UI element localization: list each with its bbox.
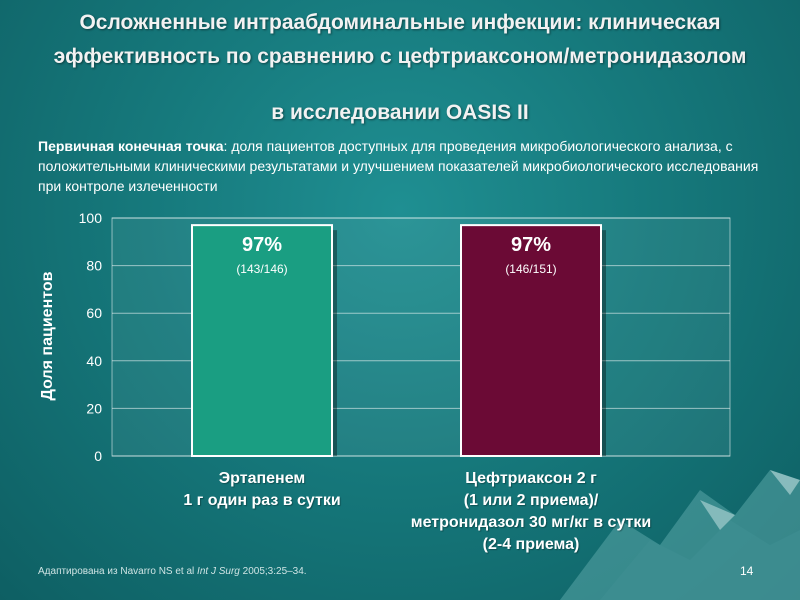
x-category-line: метронидазол 30 мг/кг в сутки — [410, 514, 652, 531]
primary-endpoint-text: Первичная конечная точка: доля пациентов… — [38, 136, 768, 196]
x-category-line: (1 или 2 приема)/ — [463, 492, 599, 509]
y-tick-label: 40 — [86, 353, 102, 369]
endpoint-description: : доля пациентов доступных для проведени… — [38, 138, 759, 194]
title-line-1: Осложненные интраабдоминальные инфекции:… — [79, 11, 721, 34]
citation-journal: Int J Surg — [197, 566, 240, 577]
citation-details: 2005;3:25–34. — [239, 566, 307, 577]
x-category-line: Цефтриаксон 2 г — [465, 470, 597, 487]
x-category-line: Эртапенем — [218, 470, 306, 487]
y-tick-label: 80 — [86, 258, 102, 274]
x-category-line: 1 г один раз в сутки — [183, 492, 341, 509]
title-line-3: в исследовании OASIS II — [271, 101, 529, 124]
citation-authors: Адаптирована из Navarro NS et al — [38, 566, 198, 577]
title-line-2: эффективность по сравнению с цефтриаксон… — [53, 45, 747, 68]
bar-count-label: (143/146) — [236, 262, 287, 276]
bar — [191, 224, 333, 457]
bar-value-label: 97% — [511, 234, 551, 256]
page-number: 14 — [740, 564, 754, 578]
y-axis-label: Доля пациентов — [39, 271, 56, 401]
y-tick-label: 60 — [86, 305, 102, 321]
x-category-label: Эртапенем 1 г один раз в сутки — [182, 468, 342, 512]
bar-count-label: (146/151) — [505, 262, 556, 276]
footer-citation: Адаптирована из Navarro NS et al Int J S… — [38, 566, 307, 577]
x-category-line: (2-4 приема) — [482, 536, 580, 553]
x-category-label: Цефтриаксон 2 г (1 или 2 приема)/ метронид… — [380, 468, 682, 556]
slide-title: Осложненные интраабдоминальные инфекции:… — [0, 6, 800, 130]
endpoint-label: Первичная конечная точка — [38, 138, 224, 154]
y-tick-label: 0 — [94, 448, 102, 464]
bar — [460, 224, 602, 457]
bar-value-label: 97% — [242, 234, 282, 256]
y-tick-label: 100 — [79, 210, 103, 226]
y-tick-label: 20 — [86, 400, 102, 416]
